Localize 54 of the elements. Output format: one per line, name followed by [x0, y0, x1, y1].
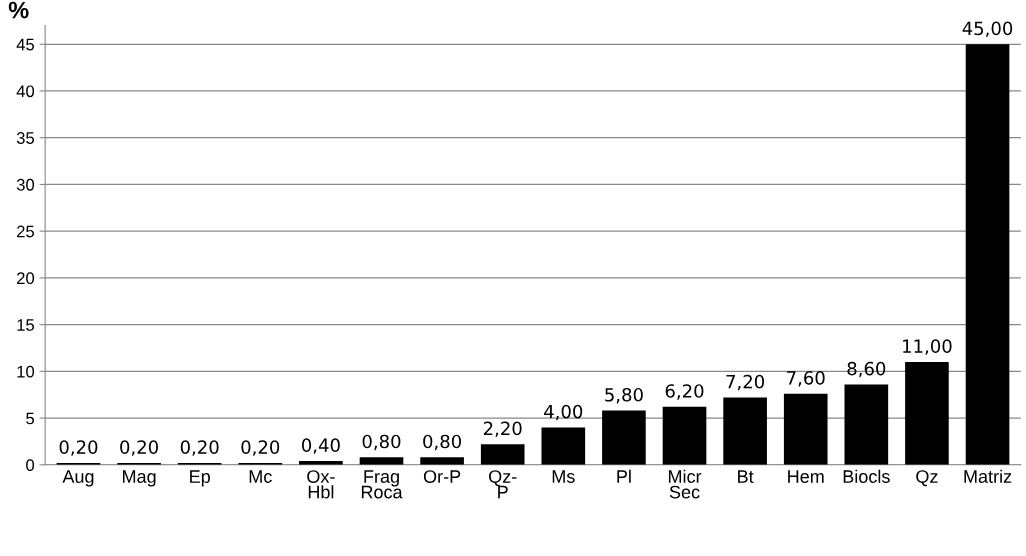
data-label: 11,00 — [903, 339, 952, 355]
data-label: 0,40 — [301, 438, 340, 454]
y-tick-label: 5 — [26, 412, 35, 425]
data-label: 2,20 — [483, 421, 522, 438]
bar — [723, 397, 767, 465]
bar — [905, 362, 949, 465]
bar — [541, 427, 586, 465]
x-tick-label: Mag — [123, 470, 156, 487]
data-label: 7,20 — [726, 374, 765, 391]
y-tick-label: 40 — [16, 85, 35, 98]
y-tick-label: 15 — [17, 319, 35, 331]
data-label: 7,60 — [787, 371, 825, 387]
bar — [602, 410, 646, 465]
y-tick-label: 10 — [17, 365, 35, 378]
data-label: 0,20 — [180, 440, 219, 456]
x-tick-label: Pl — [617, 469, 631, 483]
data-label: 8,60 — [847, 361, 886, 378]
y-tick-label: 35 — [16, 132, 35, 144]
x-tick-label: Ep — [190, 470, 210, 487]
data-label: 0,20 — [241, 440, 280, 456]
x-tick-label: Qz- P — [489, 470, 517, 499]
x-tick-label: Micr Sec — [668, 469, 702, 499]
y-axis-title: % — [8, 1, 29, 19]
bar — [480, 444, 525, 465]
data-label: 4,00 — [544, 404, 583, 421]
data-label: 5,80 — [605, 387, 643, 404]
x-tick-label: Mc — [249, 470, 272, 483]
x-tick-label: Hem — [788, 470, 824, 483]
data-label: 0,80 — [423, 434, 461, 451]
bar — [662, 406, 707, 465]
bar — [844, 384, 889, 465]
data-label: 0,80 — [362, 434, 401, 451]
x-tick-label: Matriz — [964, 469, 1012, 483]
x-tick-label: Frag Roca — [361, 470, 403, 499]
bar — [420, 457, 464, 465]
x-tick-label: Qz — [916, 470, 938, 487]
x-tick-label: Ox- Hbl — [307, 470, 335, 499]
x-tick-label: Biocls — [843, 469, 890, 483]
x-tick-label: Or-P — [423, 470, 461, 483]
y-tick-label: 0 — [26, 459, 35, 472]
data-label: 6,20 — [665, 384, 704, 400]
data-label: 0,20 — [59, 440, 98, 456]
x-tick-label: Aug — [62, 470, 94, 487]
y-tick-label: 25 — [17, 225, 35, 238]
x-tick-label: Ms — [552, 470, 575, 483]
x-tick-label: Bt — [738, 470, 754, 483]
data-label: 0,20 — [120, 440, 158, 456]
bar — [965, 44, 1010, 465]
bar — [359, 457, 404, 465]
y-tick-label: 20 — [17, 272, 35, 285]
bar — [783, 393, 828, 465]
y-tick-label: 45 — [16, 38, 35, 51]
data-label: 45,00 — [962, 21, 1013, 38]
y-tick-label: 30 — [16, 178, 35, 191]
